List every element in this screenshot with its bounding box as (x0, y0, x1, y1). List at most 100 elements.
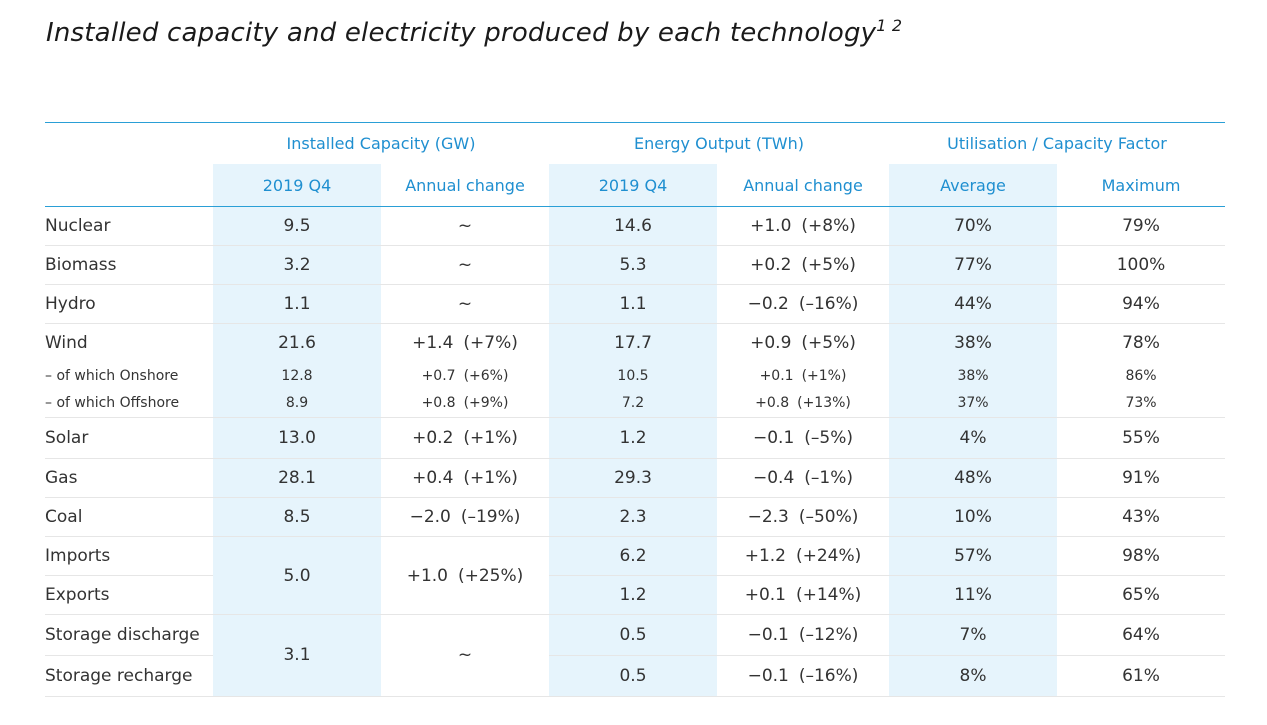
row-label: Gas (45, 468, 78, 488)
cap-change-value: ~ (457, 255, 473, 275)
cap-change-value: ~ (457, 216, 473, 236)
out-change: +1.0 (+8%) (717, 207, 889, 245)
cap-value: 3.2 (213, 246, 381, 284)
row-label: – of which Offshore (45, 395, 180, 411)
out-change-pct: (–1%) (804, 468, 853, 488)
avg-value: 11% (889, 576, 1057, 614)
cap-change-pct: (+1%) (463, 428, 518, 448)
cap-change-value: +0.7 (421, 367, 456, 384)
out-value: 6.2 (549, 537, 717, 575)
table-row: Coal 8.5 −2.0 (–19%) 2.3 −2.3 (–50%) 10% 4… (45, 498, 1225, 537)
table-row: – of which Onshore 12.8 +0.7 (+6%) 10.5 +… (45, 362, 1225, 389)
out-change-pct: (–12%) (798, 625, 859, 645)
group-header-output: Energy Output (TWh) (634, 134, 804, 153)
avg-value: 38% (889, 324, 1057, 362)
cap-change: +0.8 (+9%) (381, 389, 549, 417)
max-value: 91% (1122, 468, 1160, 488)
row-label: Hydro (45, 294, 96, 314)
out-change-pct: (+24%) (795, 546, 862, 566)
cap-change: ~ (381, 207, 549, 245)
cap-change-pct: (+1%) (463, 468, 518, 488)
row-label: – of which Onshore (45, 367, 179, 384)
col-header-out-change: Annual change (743, 175, 863, 195)
max-value: 79% (1122, 216, 1160, 236)
out-change-pct: (+8%) (801, 216, 856, 236)
out-change-value: +0.1 (759, 367, 794, 384)
out-value: 14.6 (549, 207, 717, 245)
avg-value: 7% (889, 615, 1057, 655)
max-value: 43% (1122, 507, 1160, 527)
cap-change-pct: (+6%) (463, 367, 509, 384)
out-value: 10.5 (549, 362, 717, 389)
cap-change-value: +0.8 (421, 395, 456, 411)
avg-value: 57% (889, 537, 1057, 575)
avg-value: 10% (889, 498, 1057, 536)
max-value: 100% (1116, 255, 1166, 275)
row-label: Solar (45, 428, 89, 448)
cap-change-value: +0.2 (412, 428, 454, 448)
out-value: 1.2 (549, 418, 717, 458)
out-change: −2.3 (–50%) (717, 498, 889, 536)
out-change-value: +0.9 (750, 333, 792, 353)
cap-value: 8.5 (213, 498, 381, 536)
row-label: Imports (45, 546, 111, 566)
out-change: +0.8 (+13%) (717, 389, 889, 417)
avg-value: 37% (889, 389, 1057, 417)
out-change: +1.2 (+24%) (717, 537, 889, 575)
row-label: Coal (45, 507, 83, 527)
out-value: 0.5 (549, 615, 717, 655)
table-row: Biomass 3.2 ~ 5.3 +0.2 (+5%) 77% 100% (45, 246, 1225, 285)
out-change-pct: (+14%) (795, 585, 862, 605)
cap-change-value: +0.4 (412, 468, 454, 488)
avg-value: 38% (889, 362, 1057, 389)
out-value: 1.1 (549, 285, 717, 323)
table-row: Solar 13.0 +0.2 (+1%) 1.2 −0.1 (–5%) 4% 55… (45, 418, 1225, 459)
avg-value: 48% (889, 459, 1057, 497)
max-value: 55% (1122, 428, 1160, 448)
cap-change: +0.2 (+1%) (381, 418, 549, 458)
interconnector-cap-change: +1.0 (+25%) (381, 537, 549, 614)
row-label: Storage recharge (45, 666, 193, 686)
cap-change-pct: (+9%) (463, 395, 509, 411)
out-change-value: −0.4 (752, 468, 795, 488)
col-header-maximum: Maximum (1101, 175, 1181, 195)
out-value: 2.3 (549, 498, 717, 536)
max-value: 98% (1122, 546, 1160, 566)
title-footnotes: 1 2 (876, 16, 903, 35)
chart-title: Installed capacity and electricity produ… (46, 16, 903, 48)
out-change-value: +1.2 (744, 546, 786, 566)
column-header-row: 2019 Q4 Annual change 2019 Q4 Annual cha… (45, 164, 1225, 207)
cap-change-value: +1.4 (412, 333, 454, 353)
out-change-value: −2.3 (747, 507, 789, 527)
interconnector-block: Imports 6.2 +1.2 (+24%) 57% 98% Exports 1… (45, 537, 1225, 615)
col-header-cap-q4: 2019 Q4 (213, 164, 381, 206)
out-change-pct: (–16%) (798, 666, 859, 686)
out-change-value: +0.8 (755, 395, 790, 411)
cap-value: 28.1 (213, 459, 381, 497)
out-change-value: −0.1 (752, 428, 795, 448)
interconnector-cap-value: 5.0 (213, 537, 381, 614)
out-change-value: −0.1 (747, 625, 789, 645)
cap-value: 8.9 (213, 389, 381, 417)
avg-value: 4% (889, 418, 1057, 458)
cap-change-pct: (+7%) (463, 333, 518, 353)
out-change-pct: (+5%) (801, 333, 856, 353)
row-label: Biomass (45, 255, 117, 275)
out-value: 7.2 (549, 389, 717, 417)
avg-value: 8% (889, 656, 1057, 696)
out-value: 29.3 (549, 459, 717, 497)
cap-change: ~ (381, 285, 549, 323)
out-change: −0.4 (–1%) (717, 459, 889, 497)
header-blank (45, 123, 213, 164)
out-value: 17.7 (549, 324, 717, 362)
cap-change: ~ (381, 246, 549, 284)
out-change-pct: (+5%) (801, 255, 856, 275)
out-change-pct: (–16%) (798, 294, 859, 314)
max-value: 64% (1122, 625, 1160, 645)
out-value: 1.2 (549, 576, 717, 614)
avg-value: 77% (889, 246, 1057, 284)
out-change-value: +1.0 (750, 216, 792, 236)
cap-change-pct: (–19%) (460, 507, 521, 527)
max-value: 86% (1125, 367, 1157, 384)
max-value: 94% (1122, 294, 1160, 314)
